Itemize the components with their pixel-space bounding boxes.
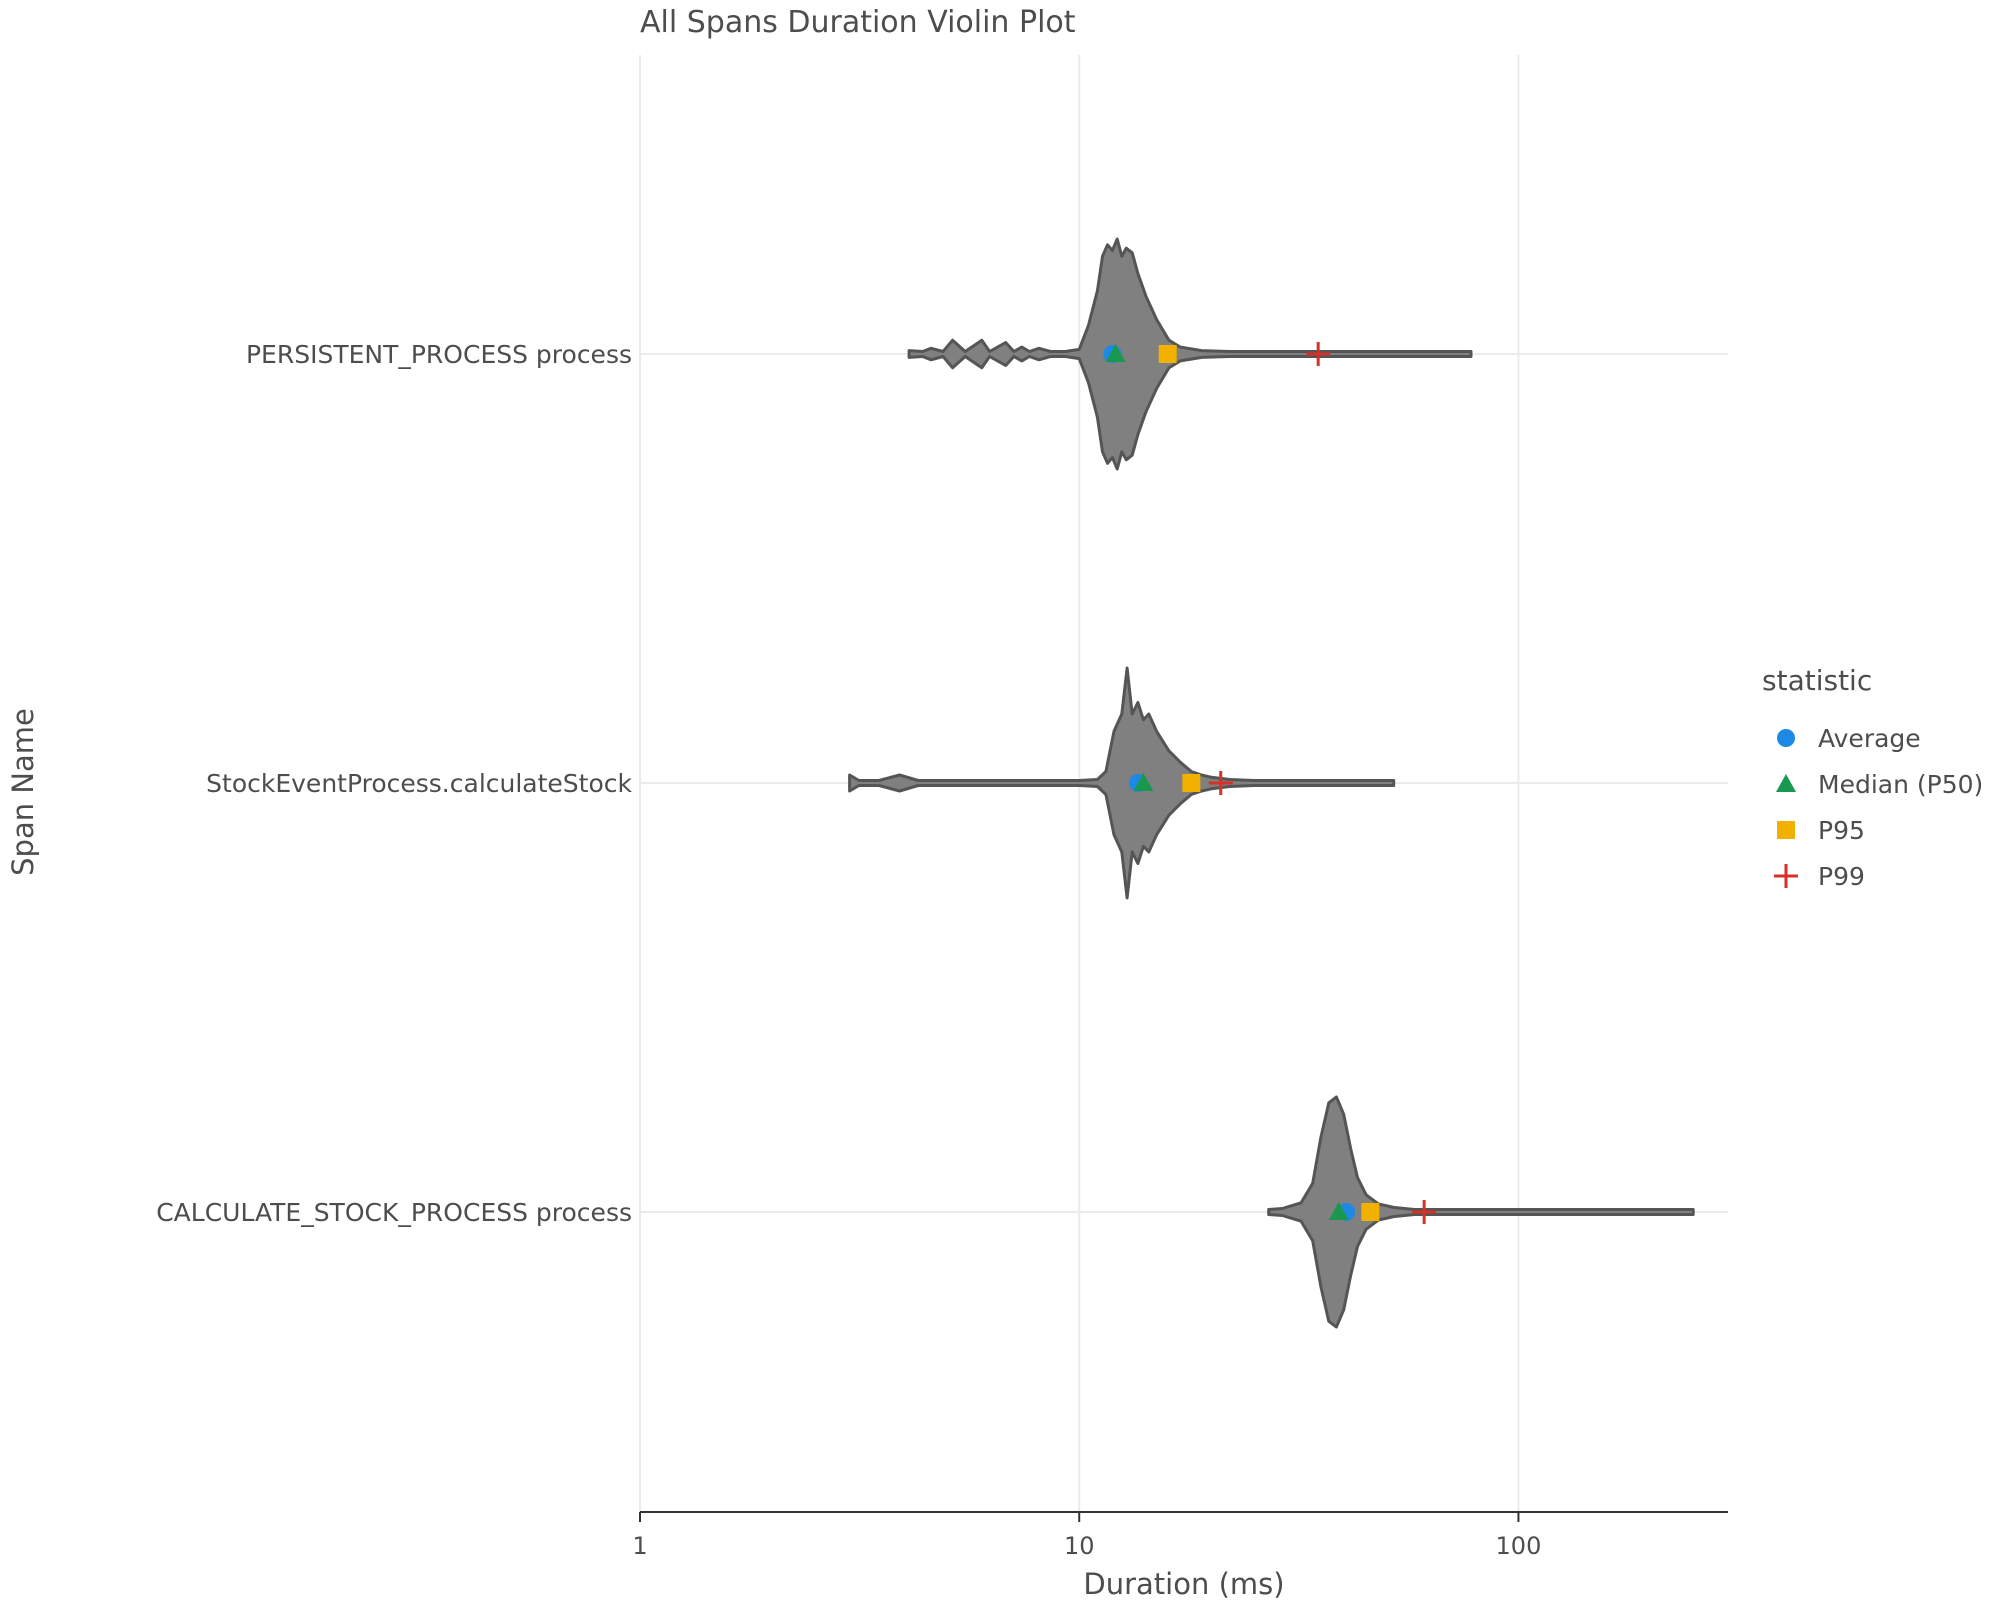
legend-key-median — [1776, 774, 1796, 792]
legend-label: P99 — [1818, 862, 1865, 891]
marker-p99 — [1208, 771, 1233, 795]
marker-p95 — [1158, 345, 1177, 363]
legend-label: Median (P50) — [1818, 770, 1983, 799]
violin-0 — [907, 237, 1473, 471]
legend-label: P95 — [1818, 816, 1865, 845]
violin-1 — [848, 666, 1396, 900]
legend-items: Average Median (P50) P95 P99 — [1774, 724, 1983, 891]
marker-p99 — [1412, 1200, 1437, 1224]
x-axis-ticks: 1 10 100 — [632, 1512, 1541, 1560]
marker-p95 — [1182, 774, 1201, 792]
marker-median — [1105, 344, 1126, 362]
legend-key-p95 — [1777, 821, 1795, 839]
marker-p95 — [1361, 1203, 1380, 1221]
legend-label: Average — [1818, 724, 1921, 753]
y-axis-title: Span Name — [6, 708, 40, 876]
marker-p99 — [1306, 342, 1331, 366]
x-tick-label: 10 — [1064, 1532, 1095, 1560]
category-label: PERSISTENT_PROCESS process — [246, 340, 632, 369]
y-axis-category-labels: PERSISTENT_PROCESS process StockEventProc… — [156, 340, 632, 1227]
x-axis-title: Duration (ms) — [1083, 1567, 1284, 1600]
violin-shapes — [848, 237, 1695, 1329]
legend-key-average — [1777, 729, 1795, 747]
statistic-markers — [1103, 342, 1437, 1224]
legend-key-p99 — [1774, 864, 1798, 888]
marker-median — [1133, 773, 1154, 791]
category-label: StockEventProcess.calculateStock — [206, 769, 632, 798]
x-tick-label: 1 — [632, 1532, 647, 1560]
violin-2 — [1267, 1095, 1695, 1329]
x-tick-label: 100 — [1496, 1532, 1542, 1560]
legend-title: statistic — [1762, 664, 1872, 697]
legend: statistic Average Median (P50) P95 P99 — [1762, 664, 1983, 891]
chart-title: All Spans Duration Violin Plot — [640, 5, 1076, 40]
category-label: CALCULATE_STOCK_PROCESS process — [156, 1198, 632, 1227]
marker-median — [1328, 1202, 1349, 1220]
